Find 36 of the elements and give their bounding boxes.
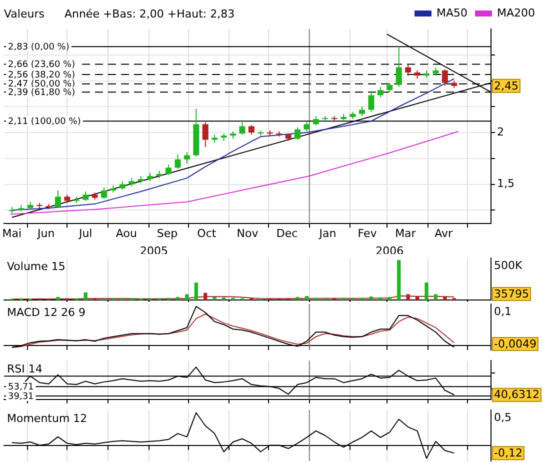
legend-label: MA50 bbox=[436, 6, 468, 20]
text: 2,45 bbox=[494, 79, 518, 92]
ref-line-label: 2,39 (61,80 %) bbox=[8, 88, 76, 98]
text: 0,1 bbox=[494, 304, 512, 318]
ref-line-label: 39,31 bbox=[8, 392, 34, 402]
text: -0,0049 bbox=[494, 337, 536, 350]
text: -0,12 bbox=[494, 446, 522, 460]
chart-subtitle: Année +Bas: 2,00 +Haut: 2,83 bbox=[64, 7, 235, 20]
ref-line-label: 2,56 (38,20 %) bbox=[8, 70, 76, 80]
x-tick-label: Fev bbox=[358, 227, 378, 240]
x-tick-label: Oct bbox=[197, 227, 217, 240]
x-tick-label: Jun bbox=[36, 227, 55, 240]
ref-line-label: 2,11 (100,00 %) bbox=[8, 116, 81, 127]
text: 35795 bbox=[494, 287, 529, 300]
chart-title: MACD 12 26 9 bbox=[7, 306, 86, 319]
text: 0,5 bbox=[494, 410, 512, 424]
legend-label: MA200 bbox=[496, 6, 536, 20]
x-tick-label: Sep bbox=[156, 227, 178, 240]
ref-line-label: 2,66 (23,60 %) bbox=[8, 60, 76, 70]
x-tick-label: Avr bbox=[434, 227, 454, 240]
chart-title: Volume 15 bbox=[7, 260, 66, 273]
chart-title: RSI 14 bbox=[7, 362, 42, 376]
y-tick-label: 2 bbox=[497, 125, 504, 138]
x-tick-label: Mai bbox=[2, 227, 22, 240]
chart-title: Valeurs bbox=[4, 7, 45, 20]
x-tick-label: Dec bbox=[276, 227, 298, 240]
x-tick-label: Jul bbox=[78, 227, 92, 240]
text: 500K bbox=[494, 258, 523, 272]
x-tick-label: Nov bbox=[236, 227, 259, 240]
x-tick-label: Aou bbox=[116, 227, 137, 240]
y-tick-label: 1,5 bbox=[497, 177, 514, 190]
text: 40,6312 bbox=[494, 388, 540, 402]
chart-title: Momentum 12 bbox=[7, 412, 88, 425]
ref-line-label: 2,83 (0,00 %) bbox=[8, 42, 70, 52]
x-tick-label: Jan bbox=[318, 227, 336, 240]
x-tick-label: Mar bbox=[395, 227, 416, 240]
